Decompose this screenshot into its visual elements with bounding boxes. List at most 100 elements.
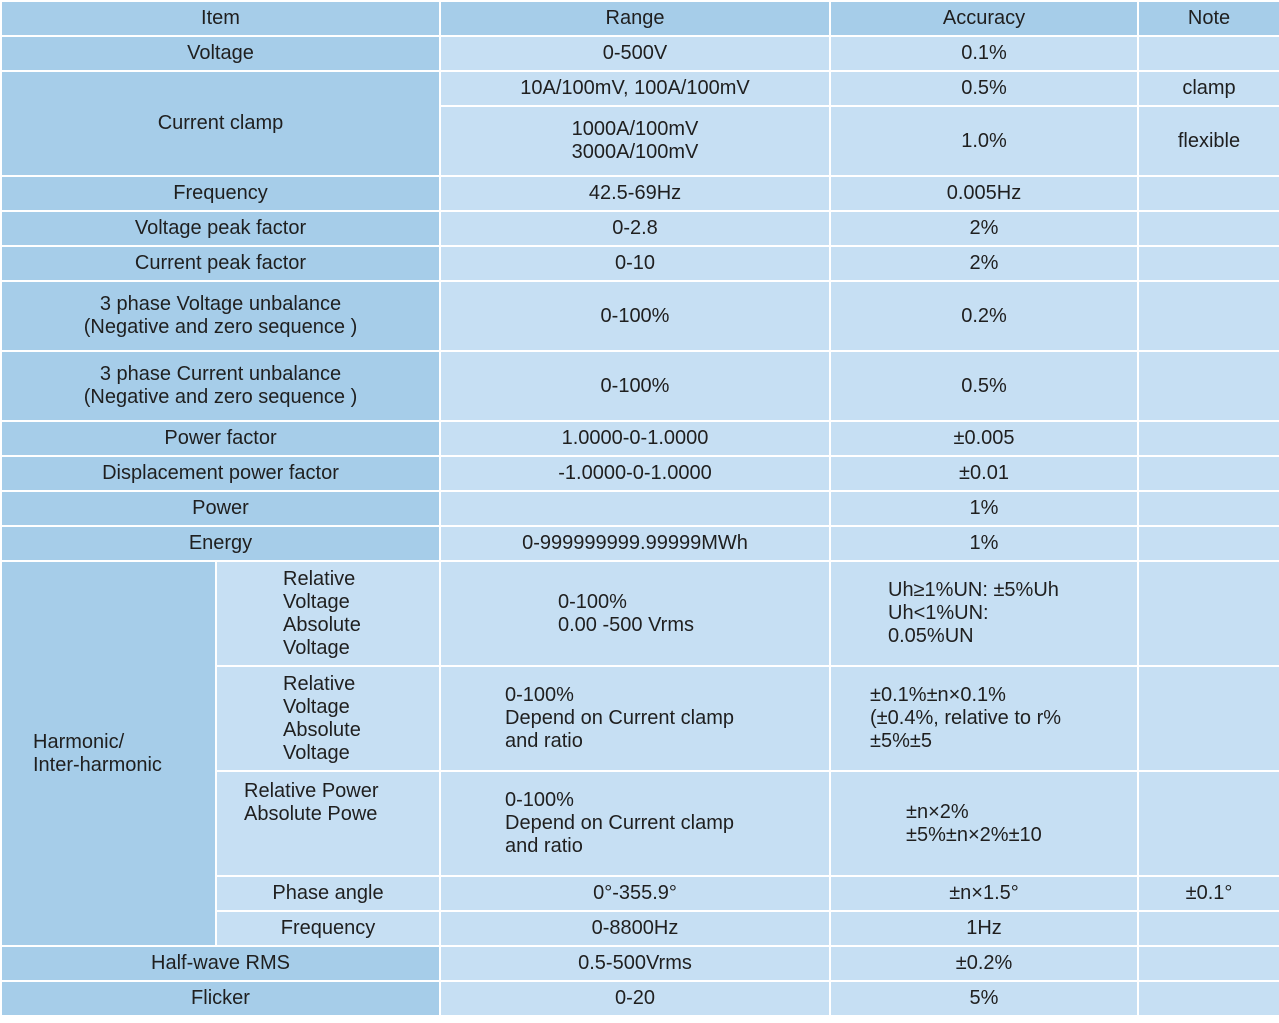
range-cell: 0-999999999.99999MWh [439, 525, 831, 562]
range-cell: 0.5-500Vrms [439, 945, 831, 982]
range-cell: 1.0000-0-1.0000 [439, 420, 831, 457]
accuracy-cell: ±0.005 [829, 420, 1139, 457]
accuracy-cell: 1% [829, 525, 1139, 562]
item-cell: Voltage [0, 35, 441, 72]
range-cell [439, 490, 831, 527]
note-cell [1137, 560, 1279, 667]
table-row: Displacement power factor -1.0000-0-1.00… [0, 455, 1279, 492]
item-cell: Harmonic/ Inter-harmonic [0, 560, 217, 947]
table-row: Harmonic/ Inter-harmonic Relative Voltag… [0, 560, 1279, 947]
accuracy-cell: 2% [829, 210, 1139, 247]
item-cell: Power factor [0, 420, 441, 457]
note-cell [1137, 490, 1279, 527]
range-cell: 0-100% Depend on Current clamp and ratio [439, 770, 831, 877]
table-row: 3 phase Voltage unbalance (Negative and … [0, 280, 1279, 352]
range-cell: 0-100% 0.00 -500 Vrms [439, 560, 831, 667]
note-cell [1137, 980, 1279, 1017]
note-cell [1137, 175, 1279, 212]
accuracy-cell: ±0.1%±n×0.1% (±0.4%, relative to r% ±5%±… [829, 665, 1139, 772]
range-cell: 0-2.8 [439, 210, 831, 247]
note-cell [1137, 665, 1279, 772]
range-cell: 10A/100mV, 100A/100mV [439, 70, 831, 107]
sub-item-cell: Frequency [215, 910, 441, 947]
accuracy-cell: 1Hz [829, 910, 1139, 947]
sub-item-cell: Relative Voltage Absolute Voltage [215, 665, 441, 772]
range-cell: 0-500V [439, 35, 831, 72]
accuracy-cell: ±n×1.5° [829, 875, 1139, 912]
accuracy-cell: 5% [829, 980, 1139, 1017]
accuracy-cell: Uh≥1%UN: ±5%Uh Uh<1%UN: 0.05%UN [829, 560, 1139, 667]
range-cell: 0°-355.9° [439, 875, 831, 912]
item-cell: Power [0, 490, 441, 527]
item-cell: Current clamp [0, 70, 441, 177]
note-cell [1137, 910, 1279, 947]
item-cell: Voltage peak factor [0, 210, 441, 247]
range-cell: 0-100% [439, 280, 831, 352]
accuracy-cell: 1% [829, 490, 1139, 527]
table-row: Flicker 0-20 5% [0, 980, 1279, 1017]
item-cell: Frequency [0, 175, 441, 212]
item-cell: 3 phase Current unbalance (Negative and … [0, 350, 441, 422]
header-row: Item Range Accuracy Note [0, 0, 1279, 37]
accuracy-cell: ±0.2% [829, 945, 1139, 982]
note-cell [1137, 245, 1279, 282]
item-cell: Flicker [0, 980, 441, 1017]
accuracy-cell: 0.005Hz [829, 175, 1139, 212]
note-cell [1137, 350, 1279, 422]
accuracy-cell: 0.5% [829, 350, 1139, 422]
table-row: Voltage peak factor 0-2.8 2% [0, 210, 1279, 247]
accuracy-cell: ±0.01 [829, 455, 1139, 492]
note-cell [1137, 420, 1279, 457]
accuracy-cell: 0.1% [829, 35, 1139, 72]
note-cell [1137, 280, 1279, 352]
range-cell: -1.0000-0-1.0000 [439, 455, 831, 492]
item-cell: Current peak factor [0, 245, 441, 282]
accuracy-cell: 1.0% [829, 105, 1139, 177]
accuracy-cell: 0.5% [829, 70, 1139, 107]
table-row: 3 phase Current unbalance (Negative and … [0, 350, 1279, 422]
sub-item-cell: Relative Power Absolute Powe [215, 770, 441, 877]
header-item: Item [0, 0, 441, 37]
sub-item-cell: Phase angle [215, 875, 441, 912]
note-cell [1137, 35, 1279, 72]
note-cell [1137, 770, 1279, 877]
table-row: Relative Voltage Absolute Voltage 0-100%… [1, 665, 1279, 772]
table-row: 1000A/100mV 3000A/100mV 1.0% flexible [1, 105, 1279, 177]
range-cell: 0-10 [439, 245, 831, 282]
note-cell [1137, 525, 1279, 562]
header-accuracy: Accuracy [829, 0, 1139, 37]
header-note: Note [1137, 0, 1279, 37]
table-row: Voltage 0-500V 0.1% [0, 35, 1279, 72]
table-row: Frequency 42.5-69Hz 0.005Hz [0, 175, 1279, 212]
item-cell: Displacement power factor [0, 455, 441, 492]
range-cell: 0-100% Depend on Current clamp and ratio [439, 665, 831, 772]
note-cell [1137, 945, 1279, 982]
note-cell: clamp [1137, 70, 1279, 107]
table-row: Frequency 0-8800Hz 1Hz [1, 910, 1279, 947]
table-row: Half-wave RMS 0.5-500Vrms ±0.2% [0, 945, 1279, 982]
table-row: Phase angle 0°-355.9° ±n×1.5° ±0.1° [1, 875, 1279, 912]
item-cell: Half-wave RMS [0, 945, 441, 982]
table-row: Relative Power Absolute Powe 0-100% Depe… [1, 770, 1279, 877]
note-cell [1137, 210, 1279, 247]
note-cell: ±0.1° [1137, 875, 1279, 912]
range-cell: 0-8800Hz [439, 910, 831, 947]
range-cell: 42.5-69Hz [439, 175, 831, 212]
note-cell: flexible [1137, 105, 1279, 177]
item-cell: 3 phase Voltage unbalance (Negative and … [0, 280, 441, 352]
item-cell: Energy [0, 525, 441, 562]
table-row: Current clamp 10A/100mV, 100A/100mV 0.5%… [0, 70, 1279, 177]
accuracy-cell: ±n×2% ±5%±n×2%±10 [829, 770, 1139, 877]
range-cell: 0-100% [439, 350, 831, 422]
header-range: Range [439, 0, 831, 37]
table-row: Energy 0-999999999.99999MWh 1% [0, 525, 1279, 562]
range-cell: 1000A/100mV 3000A/100mV [439, 105, 831, 177]
accuracy-cell: 0.2% [829, 280, 1139, 352]
sub-item-cell: Relative Voltage Absolute Voltage [215, 560, 441, 667]
table-row: Power factor 1.0000-0-1.0000 ±0.005 [0, 420, 1279, 457]
table-row: Power 1% [0, 490, 1279, 527]
table-row: Current peak factor 0-10 2% [0, 245, 1279, 282]
accuracy-cell: 2% [829, 245, 1139, 282]
range-cell: 0-20 [439, 980, 831, 1017]
